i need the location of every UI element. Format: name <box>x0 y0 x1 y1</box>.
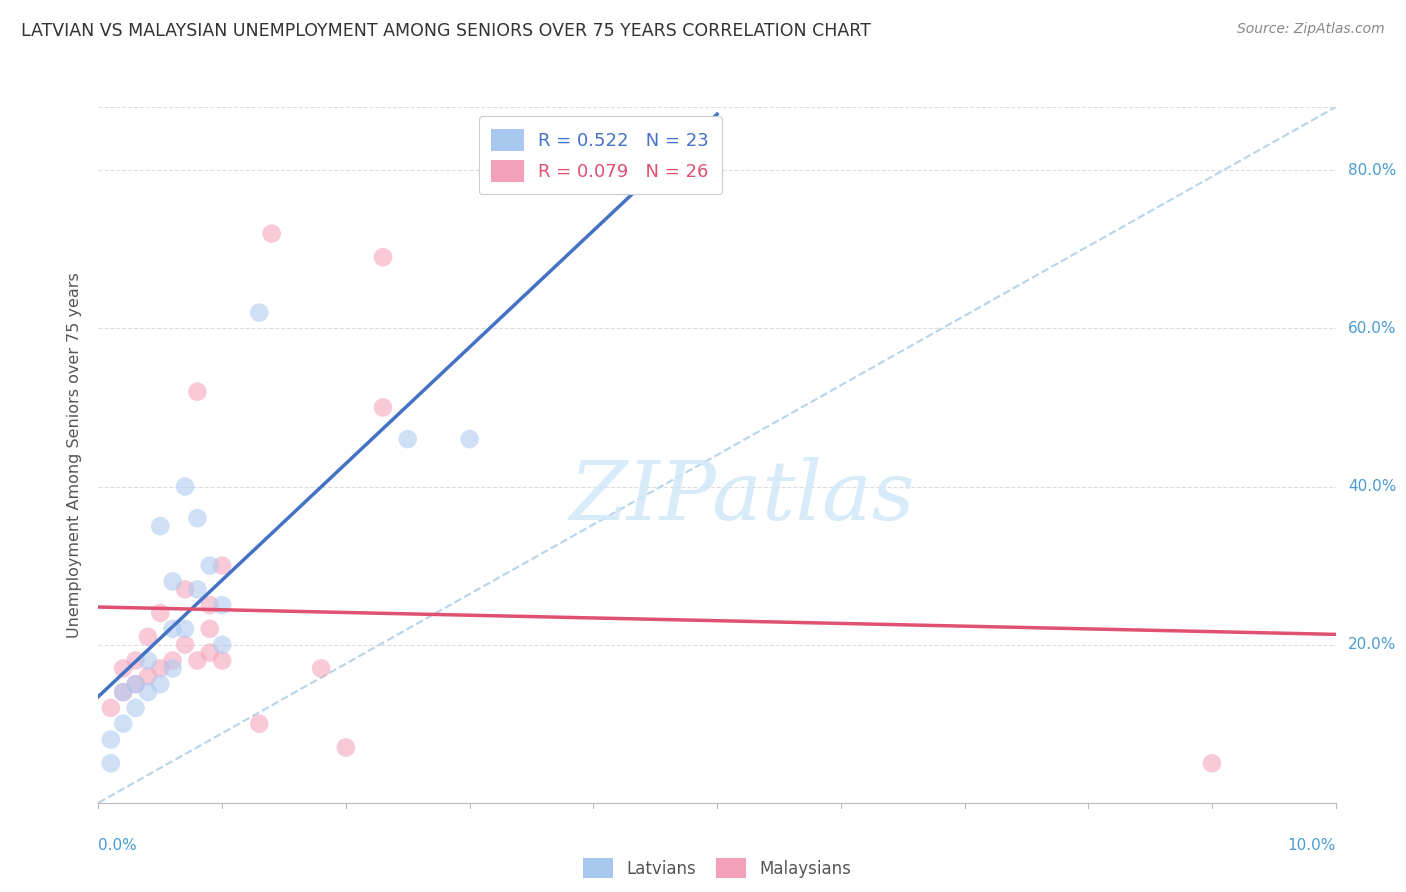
Point <box>396 432 419 446</box>
Point <box>149 606 172 620</box>
Text: 80.0%: 80.0% <box>1348 163 1396 178</box>
Text: LATVIAN VS MALAYSIAN UNEMPLOYMENT AMONG SENIORS OVER 75 YEARS CORRELATION CHART: LATVIAN VS MALAYSIAN UNEMPLOYMENT AMONG … <box>21 22 870 40</box>
Point <box>112 685 135 699</box>
Point <box>211 653 233 667</box>
Point <box>112 661 135 675</box>
Point <box>247 305 270 319</box>
Legend: Latvians, Malaysians: Latvians, Malaysians <box>576 851 858 885</box>
Point <box>186 511 208 525</box>
Point <box>100 756 122 771</box>
Text: 10.0%: 10.0% <box>1288 838 1336 853</box>
Text: 40.0%: 40.0% <box>1348 479 1396 494</box>
Text: ZIPatlas: ZIPatlas <box>569 457 914 537</box>
Point <box>371 401 394 415</box>
Point <box>162 661 184 675</box>
Point <box>136 669 159 683</box>
Point <box>198 646 221 660</box>
Point <box>1201 756 1223 771</box>
Point <box>162 622 184 636</box>
Point <box>174 638 197 652</box>
Point <box>112 716 135 731</box>
Point <box>198 558 221 573</box>
Point <box>260 227 283 241</box>
Point <box>149 661 172 675</box>
Point <box>458 432 481 446</box>
Point <box>198 598 221 612</box>
Text: 20.0%: 20.0% <box>1348 637 1396 652</box>
Text: Source: ZipAtlas.com: Source: ZipAtlas.com <box>1237 22 1385 37</box>
Point <box>149 677 172 691</box>
Text: 60.0%: 60.0% <box>1348 321 1396 336</box>
Point <box>371 250 394 264</box>
Point <box>335 740 357 755</box>
Point <box>174 622 197 636</box>
Point <box>124 677 146 691</box>
Point <box>174 582 197 597</box>
Point <box>124 701 146 715</box>
Point <box>198 622 221 636</box>
Point <box>211 598 233 612</box>
Point <box>149 519 172 533</box>
Point <box>174 479 197 493</box>
Point <box>100 732 122 747</box>
Text: 0.0%: 0.0% <box>98 838 138 853</box>
Point <box>309 661 332 675</box>
Point <box>124 653 146 667</box>
Point <box>247 716 270 731</box>
Point <box>136 653 159 667</box>
Point <box>211 558 233 573</box>
Point <box>211 638 233 652</box>
Point <box>112 685 135 699</box>
Point <box>186 582 208 597</box>
Point <box>186 384 208 399</box>
Point <box>124 677 146 691</box>
Point <box>162 653 184 667</box>
Point <box>186 653 208 667</box>
Point <box>100 701 122 715</box>
Point <box>162 574 184 589</box>
Point <box>136 630 159 644</box>
Y-axis label: Unemployment Among Seniors over 75 years: Unemployment Among Seniors over 75 years <box>67 272 83 638</box>
Point <box>136 685 159 699</box>
